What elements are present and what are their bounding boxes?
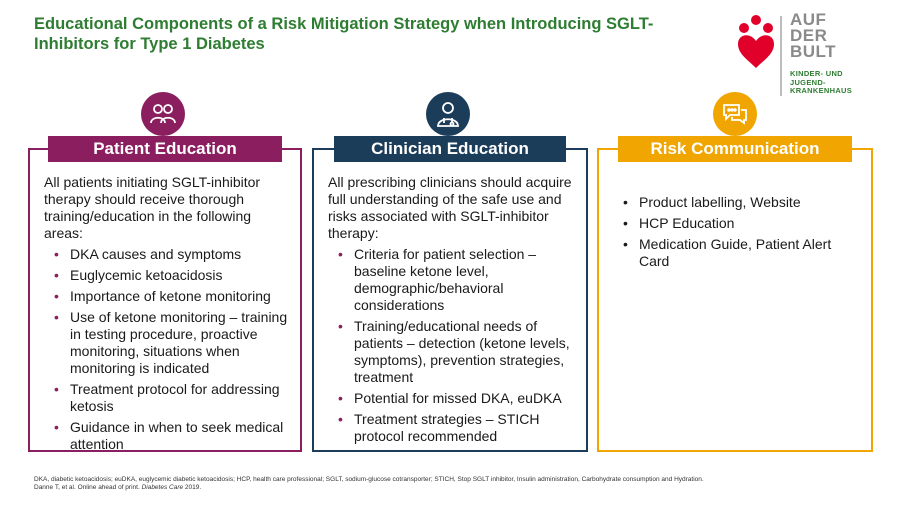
list-item: Treatment protocol for addressing ketosi… bbox=[54, 381, 292, 415]
logo-wordmark: AUF DER BULT bbox=[790, 10, 837, 61]
risk-communication-header: Risk Communication bbox=[618, 136, 852, 162]
clinician-education-header: Clinician Education bbox=[334, 136, 566, 162]
people-icon bbox=[141, 92, 185, 136]
risk-list: Product labelling, Website HCP Education… bbox=[613, 194, 863, 270]
list-item: Training/educational needs of patients –… bbox=[338, 318, 578, 386]
logo-sub-line: KINDER- UND bbox=[790, 69, 843, 78]
logo-sub-line: KRANKENHAUS bbox=[790, 86, 853, 95]
patient-list: DKA causes and symptoms Euglycemic ketoa… bbox=[44, 246, 292, 453]
list-item: Importance of ketone monitoring bbox=[54, 288, 292, 305]
logo-word-line: DER bbox=[790, 26, 828, 45]
clinician-education-box: All prescribing clinicians should acquir… bbox=[312, 148, 588, 452]
citation-authors: Danne T, et al. Online ahead of print. bbox=[34, 484, 142, 491]
hospital-logo: AUF DER BULT KINDER- UND JUGEND- KRANKEN… bbox=[728, 8, 888, 98]
citation-journal: Diabetes Care bbox=[141, 484, 184, 491]
list-item: Use of ketone monitoring – training in t… bbox=[54, 309, 292, 377]
citation: Danne T, et al. Online ahead of print. D… bbox=[34, 484, 814, 492]
slide-title: Educational Components of a Risk Mitigat… bbox=[34, 15, 654, 53]
patient-intro: All patients initiating SGLT-inhibitor t… bbox=[44, 174, 261, 241]
list-item: Euglycemic ketoacidosis bbox=[54, 267, 292, 284]
abbreviations-note: DKA, diabetic ketoacidosis; euDKA, eugly… bbox=[34, 476, 704, 483]
patient-education-box: All patients initiating SGLT-inhibitor t… bbox=[28, 148, 302, 452]
list-item: Medication Guide, Patient Alert Card bbox=[623, 236, 863, 270]
list-item: Guidance in when to seek medical attenti… bbox=[54, 419, 292, 453]
list-item: Product labelling, Website bbox=[623, 194, 863, 211]
citation-year: 2019. bbox=[183, 484, 202, 491]
heart-logo-icon bbox=[738, 15, 774, 68]
chat-bubbles-icon bbox=[713, 92, 757, 136]
list-item: Treatment strategies – STICH protocol re… bbox=[338, 411, 578, 445]
clinician-list: Criteria for patient selection – baselin… bbox=[328, 246, 578, 445]
logo-word-line: BULT bbox=[790, 42, 837, 61]
patient-education-header: Patient Education bbox=[48, 136, 282, 162]
logo-word-line: AUF bbox=[790, 10, 827, 29]
list-item: Potential for missed DKA, euDKA bbox=[338, 390, 578, 407]
doctor-icon bbox=[426, 92, 470, 136]
logo-sub-line: JUGEND- bbox=[790, 77, 826, 87]
logo-subtitle: KINDER- UND JUGEND- KRANKENHAUS bbox=[790, 69, 853, 96]
clinician-intro: All prescribing clinicians should acquir… bbox=[328, 174, 572, 241]
footnote: DKA, diabetic ketoacidosis; euDKA, eugly… bbox=[34, 476, 814, 492]
list-item: Criteria for patient selection – baselin… bbox=[338, 246, 578, 314]
list-item: DKA causes and symptoms bbox=[54, 246, 292, 263]
logo-divider bbox=[780, 16, 782, 96]
list-item: HCP Education bbox=[623, 215, 863, 232]
risk-communication-box: Product labelling, Website HCP Education… bbox=[597, 148, 873, 452]
